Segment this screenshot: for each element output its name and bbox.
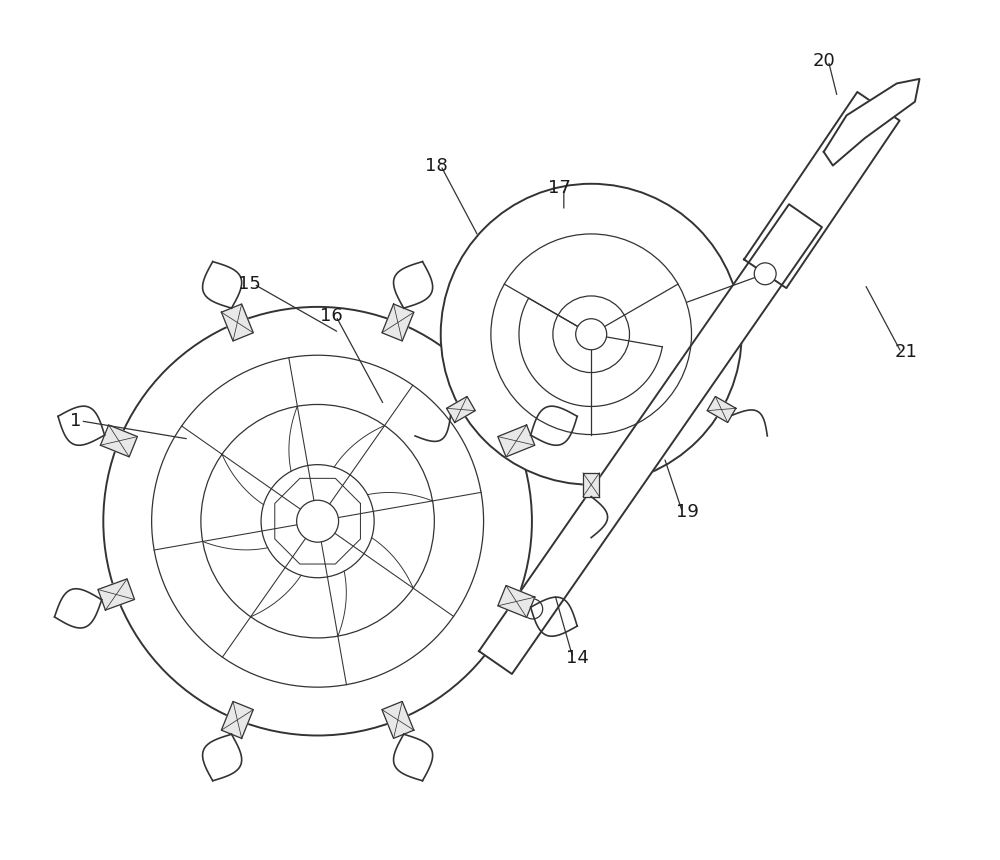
Polygon shape [824, 79, 919, 165]
Polygon shape [479, 205, 822, 674]
Polygon shape [98, 579, 135, 610]
Text: 14: 14 [566, 649, 589, 667]
Circle shape [553, 296, 629, 372]
Polygon shape [583, 473, 599, 496]
Circle shape [152, 355, 484, 687]
Circle shape [523, 599, 543, 619]
Circle shape [103, 307, 532, 735]
Polygon shape [382, 702, 414, 739]
Text: 18: 18 [425, 157, 448, 175]
Circle shape [261, 464, 374, 578]
Text: 1: 1 [70, 412, 82, 430]
Circle shape [754, 263, 776, 285]
Circle shape [576, 319, 607, 350]
Text: 16: 16 [320, 307, 343, 325]
Polygon shape [221, 702, 253, 739]
Polygon shape [707, 396, 736, 422]
Polygon shape [498, 586, 535, 617]
Polygon shape [382, 304, 414, 341]
Polygon shape [447, 396, 475, 422]
Polygon shape [498, 425, 535, 457]
Text: 17: 17 [548, 180, 571, 197]
Text: 15: 15 [238, 275, 261, 293]
Circle shape [441, 184, 742, 485]
Polygon shape [221, 304, 253, 341]
Text: 19: 19 [676, 503, 698, 521]
Circle shape [297, 501, 339, 542]
Text: 20: 20 [812, 52, 835, 70]
Circle shape [201, 404, 434, 638]
Circle shape [491, 234, 692, 434]
Polygon shape [744, 92, 900, 288]
Polygon shape [100, 425, 137, 457]
Text: 21: 21 [894, 343, 917, 361]
